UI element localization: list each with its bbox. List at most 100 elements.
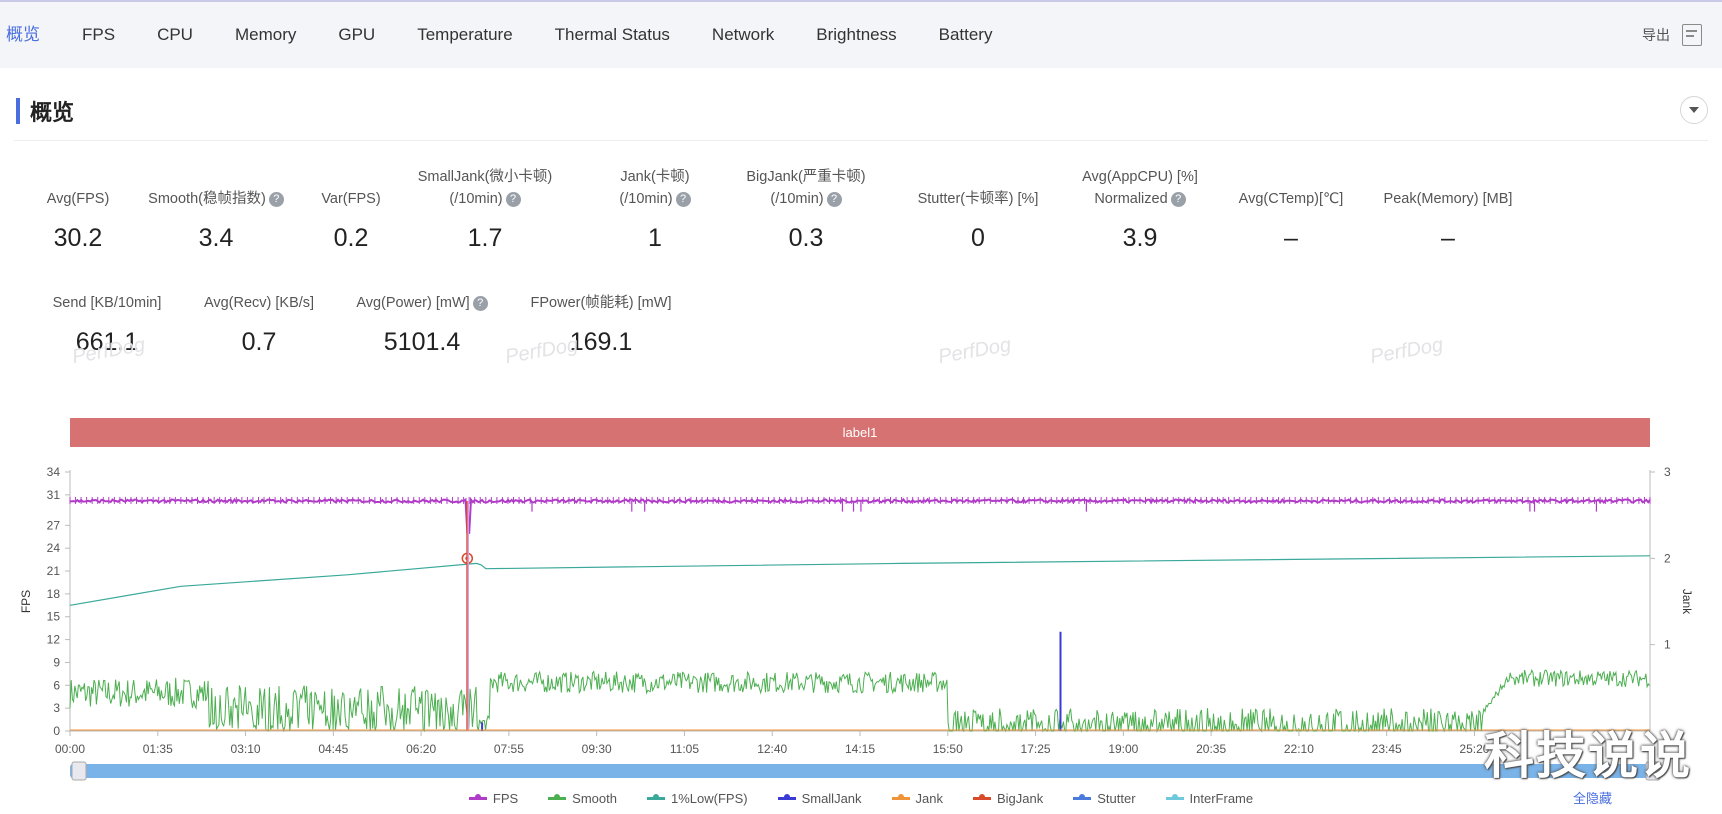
metric-value: 5101.4 bbox=[383, 328, 461, 356]
help-icon[interactable]: ? bbox=[826, 191, 842, 207]
legend-label: BigJank bbox=[997, 790, 1044, 806]
legend-label: FPS bbox=[492, 790, 519, 806]
y-tick-label: 18 bbox=[47, 587, 61, 601]
legend-label: Jank bbox=[915, 790, 943, 806]
legend-item[interactable]: Jank bbox=[891, 786, 943, 810]
help-icon[interactable]: ? bbox=[675, 191, 691, 207]
metric-label: Var(FPS) bbox=[321, 191, 381, 207]
help-icon[interactable]: ? bbox=[1170, 191, 1186, 207]
x-tick-label: 03:10 bbox=[231, 742, 261, 756]
metric: SmallJank(微小卡顿) (/10min)? 1.7 bbox=[405, 166, 565, 253]
legend-item[interactable]: Smooth bbox=[548, 786, 617, 810]
scrollbar-handle-left bbox=[71, 761, 87, 781]
legend-item[interactable]: FPS bbox=[468, 786, 519, 810]
legend-swatch bbox=[1073, 793, 1092, 800]
metric-label-unit: (/10min)? bbox=[726, 188, 886, 210]
legend-swatch bbox=[777, 793, 796, 800]
x-tick-label: 11:05 bbox=[670, 742, 699, 756]
metric: Avg(Recv) [KB/s] 0.7 bbox=[189, 292, 329, 357]
x-tick-label: 22:10 bbox=[1284, 742, 1314, 756]
legend-swatch bbox=[548, 793, 567, 800]
metric-label: Smooth(稳帧指数)? bbox=[136, 188, 296, 210]
y-tick-label: 27 bbox=[47, 518, 61, 532]
metric-value: 0 bbox=[971, 224, 985, 252]
legend-item[interactable]: InterFrame bbox=[1165, 786, 1254, 810]
metric-label: Send [KB/10min] bbox=[52, 295, 162, 311]
tab-1[interactable]: FPS bbox=[82, 25, 116, 44]
metric-value: – bbox=[1284, 224, 1298, 252]
series-smooth-line bbox=[69, 668, 1650, 733]
tab-5[interactable]: Temperature bbox=[417, 25, 513, 44]
metric-value: 3.4 bbox=[198, 224, 234, 252]
y2-axis-label: Jank bbox=[1680, 589, 1694, 615]
legend-item[interactable]: Stutter bbox=[1073, 786, 1136, 810]
metric: Send [KB/10min] 661.1 bbox=[37, 292, 177, 357]
metric: Var(FPS) 0.2 bbox=[301, 188, 401, 253]
metric-value: 0.7 bbox=[241, 328, 277, 356]
metric-label: Avg(AppCPU) [%] bbox=[1082, 169, 1198, 185]
x-tick-label: 00:00 bbox=[55, 742, 85, 756]
tab-6[interactable]: Thermal Status bbox=[554, 25, 670, 44]
metric-value: 169.1 bbox=[569, 328, 633, 356]
x-tick-label: 20:35 bbox=[1196, 742, 1226, 756]
metric-value: 0.3 bbox=[788, 224, 824, 252]
tab-9[interactable]: Battery bbox=[938, 25, 993, 44]
help-icon[interactable]: ? bbox=[268, 191, 284, 207]
metric-label-unit: Normalized? bbox=[1065, 188, 1215, 210]
collapse-button[interactable] bbox=[1680, 96, 1708, 124]
timeline-scrollbar bbox=[70, 764, 1660, 778]
y-tick-label: 34 bbox=[47, 465, 61, 479]
y-tick-label: 21 bbox=[47, 564, 61, 578]
x-tick-label: 17:25 bbox=[1021, 742, 1051, 756]
legend-item[interactable]: SmallJank bbox=[777, 786, 862, 810]
label-bar-text: label1 bbox=[843, 425, 878, 440]
legend-swatch bbox=[1165, 793, 1184, 800]
tab-0[interactable]: 概览 bbox=[6, 25, 40, 44]
tab-8[interactable]: Brightness bbox=[816, 25, 897, 44]
metric: Avg(Power) [mW]? 5101.4 bbox=[347, 292, 497, 357]
legend-label: InterFrame bbox=[1189, 790, 1254, 806]
legend-item[interactable]: BigJank bbox=[973, 786, 1043, 810]
metric: Peak(Memory) [MB] – bbox=[1368, 188, 1528, 253]
export-label: 导出 bbox=[1642, 27, 1670, 43]
y2-tick-label: 1 bbox=[1664, 638, 1671, 652]
metric-value: 1.7 bbox=[467, 224, 503, 252]
x-tick-label: 07:55 bbox=[494, 742, 524, 756]
section-accent-bar bbox=[16, 98, 20, 124]
legend-item[interactable]: 1%Low(FPS) bbox=[646, 786, 748, 810]
export-button[interactable]: 导出 bbox=[1642, 2, 1702, 68]
y-tick-label: 15 bbox=[47, 610, 61, 624]
chart-legend: FPS Smooth 1%Low(FPS) SmallJank Jank BigJank S… bbox=[0, 786, 1722, 810]
legend-swatch bbox=[973, 793, 991, 800]
scrollbar-handle-right bbox=[1645, 761, 1661, 781]
metric-value: 3.9 bbox=[1122, 224, 1158, 252]
metric-label: SmallJank(微小卡顿) bbox=[417, 169, 553, 185]
metric-label: BigJank(严重卡顿) bbox=[746, 169, 866, 185]
metric-label: Stutter(卡顿率) [%] bbox=[917, 191, 1039, 207]
metric-value: 30.2 bbox=[53, 224, 103, 252]
series-1pct-low-line bbox=[69, 555, 1651, 606]
metric-label-unit: (/10min)? bbox=[405, 188, 565, 210]
help-icon[interactable]: ? bbox=[505, 191, 521, 207]
y-tick-label: 9 bbox=[53, 655, 60, 669]
metric: BigJank(严重卡顿) (/10min)? 0.3 bbox=[726, 166, 886, 253]
legend-swatch bbox=[646, 793, 665, 800]
metric-label: Avg(Power) [mW]? bbox=[347, 292, 497, 314]
help-icon[interactable]: ? bbox=[472, 295, 488, 311]
y2-tick-label: 2 bbox=[1664, 551, 1671, 565]
section-header: 概览 bbox=[16, 96, 74, 126]
bigjank-marker bbox=[461, 552, 474, 565]
tab-2[interactable]: CPU bbox=[157, 25, 193, 44]
tab-3[interactable]: Memory bbox=[234, 25, 297, 44]
x-tick-label: 01:35 bbox=[143, 742, 173, 756]
brand-watermark: 科技说说 bbox=[1484, 728, 1692, 784]
tab-4[interactable]: GPU bbox=[338, 25, 376, 44]
chevron-down-icon bbox=[1689, 107, 1699, 113]
x-tick-label: 14:15 bbox=[845, 742, 875, 756]
metric: FPower(帧能耗) [mW] 169.1 bbox=[511, 292, 691, 357]
tab-7[interactable]: Network bbox=[711, 25, 775, 44]
metric-label: Avg(CTemp)[℃] bbox=[1238, 191, 1344, 207]
hide-all-button[interactable]: 全隐藏 bbox=[1572, 791, 1612, 806]
metric-value: – bbox=[1441, 224, 1455, 252]
legend-label: SmallJank bbox=[801, 790, 862, 806]
